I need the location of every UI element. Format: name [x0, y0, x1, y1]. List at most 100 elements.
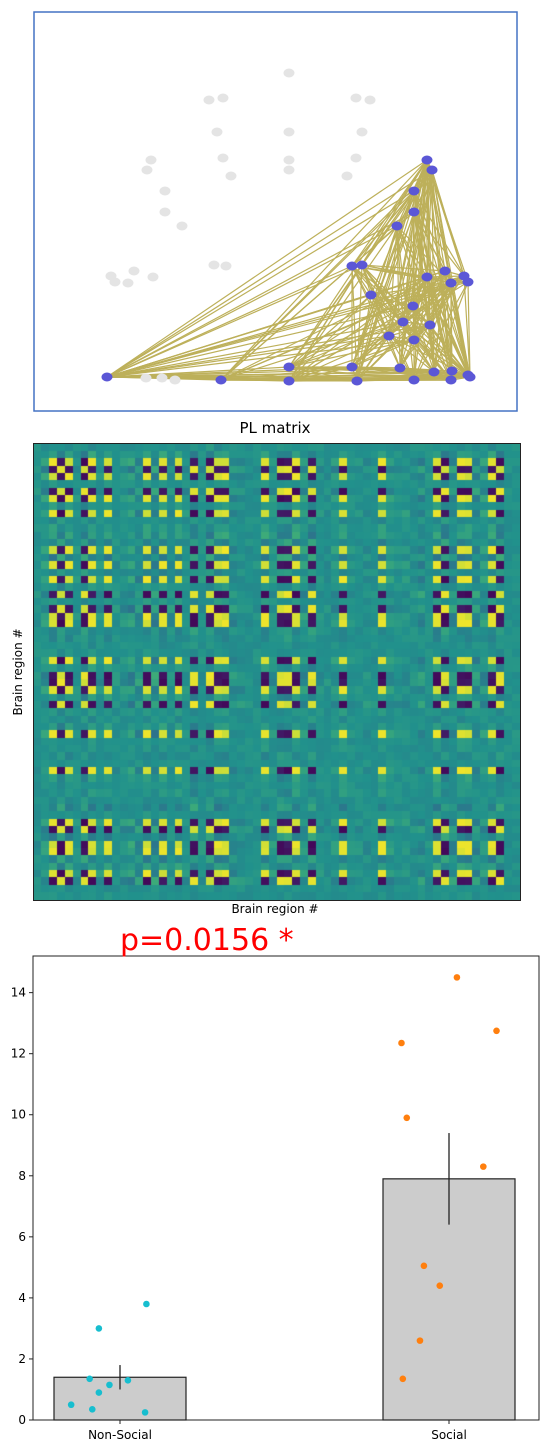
- data-point: [124, 1377, 132, 1384]
- network-edge: [370, 294, 435, 373]
- network-edge: [413, 339, 435, 373]
- node-inactive: [283, 127, 295, 137]
- data-point: [141, 1409, 149, 1416]
- node-inactive: [128, 266, 140, 276]
- node-active: [446, 366, 458, 376]
- network-edge: [370, 294, 415, 341]
- network-edge: [288, 366, 415, 381]
- network-edge: [351, 276, 428, 368]
- node-active: [439, 266, 451, 276]
- network-edge: [388, 225, 398, 337]
- network-edge: [450, 282, 471, 378]
- network-edge: [388, 282, 452, 337]
- y-tick-label: 6: [18, 1230, 26, 1244]
- data-point: [86, 1375, 93, 1383]
- node-inactive: [350, 93, 362, 103]
- network-edge: [106, 305, 414, 378]
- network-edge: [220, 321, 404, 381]
- network-edge: [356, 371, 435, 382]
- data-point: [398, 1039, 405, 1047]
- y-tick-label: 8: [18, 1169, 26, 1183]
- data-point: [453, 974, 461, 981]
- y-tick-label: 4: [18, 1291, 26, 1305]
- matrix-title: PL matrix: [239, 419, 311, 437]
- node-inactive: [356, 127, 368, 137]
- node-active: [346, 261, 358, 271]
- node-active: [421, 272, 433, 282]
- node-active: [356, 260, 368, 270]
- node-inactive: [208, 260, 220, 270]
- node-inactive: [122, 278, 134, 288]
- data-point: [493, 1027, 500, 1035]
- network-plot: [33, 11, 518, 412]
- data-point: [95, 1389, 103, 1396]
- network-edge: [106, 159, 428, 378]
- network-edge: [106, 335, 390, 378]
- node-inactive: [350, 153, 362, 163]
- node-active: [391, 221, 403, 231]
- network-edge: [361, 264, 446, 272]
- network-edge: [288, 335, 390, 382]
- node-active: [408, 186, 420, 196]
- node-active: [424, 320, 436, 330]
- node-inactive: [217, 93, 229, 103]
- data-point: [67, 1401, 75, 1409]
- node-active: [428, 367, 440, 377]
- node-active: [408, 207, 420, 217]
- y-tick-label: 2: [18, 1352, 26, 1366]
- node-inactive: [141, 165, 153, 175]
- matrix-x-axis-label: Brain region #: [231, 902, 319, 916]
- node-active: [408, 375, 420, 385]
- data-point: [416, 1337, 424, 1344]
- y-tick-label: 0: [18, 1413, 26, 1427]
- network-edge: [351, 225, 398, 267]
- y-tick-label: 10: [11, 1108, 26, 1122]
- node-active: [346, 362, 358, 372]
- data-point: [480, 1163, 487, 1170]
- network-edge: [370, 270, 446, 296]
- node-active: [462, 277, 474, 287]
- y-tick-label: 14: [11, 986, 26, 1000]
- node-inactive: [211, 127, 223, 137]
- data-point: [88, 1406, 96, 1413]
- node-inactive: [283, 165, 295, 175]
- node-inactive: [283, 155, 295, 165]
- network-edge: [402, 321, 452, 381]
- node-active: [464, 372, 476, 382]
- node-active: [426, 165, 438, 175]
- y-tick-label: 12: [11, 1047, 26, 1061]
- network-edge: [220, 276, 428, 381]
- network-edge: [429, 282, 452, 326]
- data-point: [106, 1381, 113, 1389]
- data-point: [399, 1375, 407, 1383]
- network-edge: [351, 324, 431, 368]
- node-active: [445, 375, 457, 385]
- node-inactive: [159, 186, 171, 196]
- node-active: [397, 317, 409, 327]
- network-edge: [106, 264, 363, 378]
- node-inactive: [364, 95, 376, 105]
- network-edge: [106, 321, 404, 378]
- network-edge: [220, 159, 428, 381]
- network-edge: [370, 294, 414, 307]
- network-edge: [431, 169, 465, 277]
- data-point: [420, 1262, 428, 1270]
- network-edge: [288, 366, 353, 382]
- node-inactive: [159, 207, 171, 217]
- network-edge: [370, 294, 471, 378]
- network-edge: [106, 169, 433, 378]
- network-edge: [361, 264, 435, 373]
- node-active: [383, 331, 395, 341]
- network-edge: [106, 281, 469, 378]
- node-active: [407, 301, 419, 311]
- node-active: [421, 155, 433, 165]
- data-point: [403, 1114, 411, 1122]
- network-edge: [288, 276, 428, 382]
- network-edge: [351, 339, 415, 368]
- network-edge: [413, 211, 465, 277]
- network-edge: [220, 190, 415, 381]
- node-inactive: [140, 373, 152, 383]
- x-tick-label: Social: [431, 1428, 467, 1442]
- node-inactive: [156, 373, 168, 383]
